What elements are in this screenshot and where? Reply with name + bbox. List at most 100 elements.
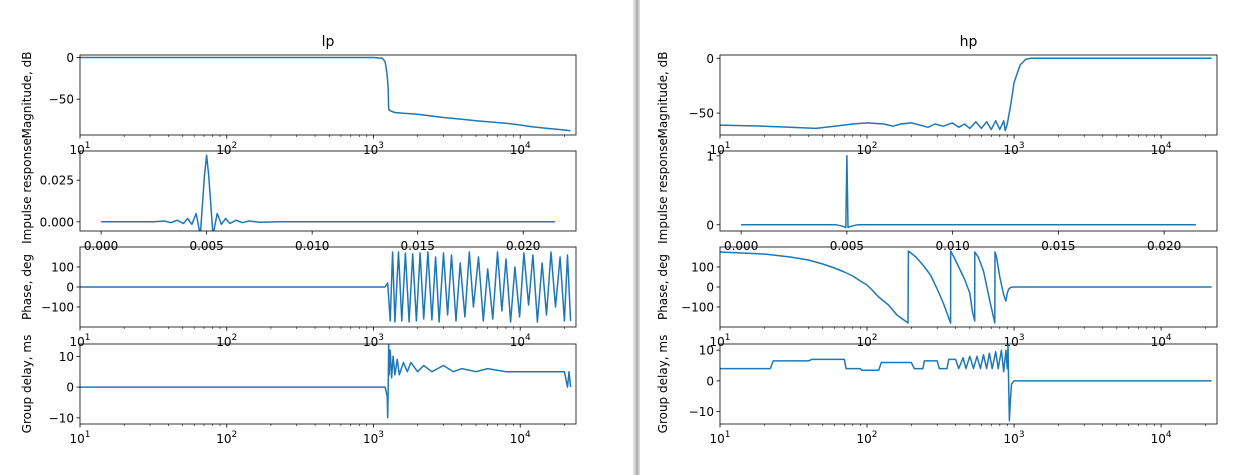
series-line-group-delay-0 (720, 344, 1212, 422)
x-tick-label-exponent: 4 (525, 333, 531, 343)
x-tick-label-impulse: 0.010 (295, 239, 329, 253)
x-tick-label-base: 10 (363, 335, 378, 349)
x-tick-label-base: 10 (216, 335, 231, 349)
x-tick-label-base: 10 (510, 143, 525, 157)
x-tick-label-base: 10 (69, 143, 84, 157)
y-tick-label-impulse: 1 (706, 149, 714, 163)
y-axis-label-impulse: Impulse response (20, 138, 34, 244)
x-tick-label-base: 10 (857, 335, 872, 349)
x-tick-label-phase: 102 (216, 333, 237, 349)
y-axis-label-impulse: Impulse response (656, 138, 670, 244)
x-tick-label-magnitude: 101 (69, 141, 90, 157)
x-tick-label-group-delay: 101 (69, 430, 90, 446)
x-tick-label-base: 10 (216, 432, 231, 446)
axes-frame-group-delay (79, 343, 577, 425)
x-tick-label-exponent: 2 (232, 430, 238, 440)
y-tick-label-phase: 100 (691, 261, 714, 275)
x-tick-label-base: 10 (510, 432, 525, 446)
x-tick-label-impulse: 0.010 (935, 239, 969, 253)
x-tick-label-exponent: 2 (232, 333, 238, 343)
y-tick-label-impulse: 0.025 (40, 174, 74, 188)
x-tick-label-base: 10 (857, 432, 872, 446)
x-tick-label-phase: 101 (69, 333, 90, 349)
x-tick-label-magnitude: 102 (857, 141, 878, 157)
y-tick-label-group-delay: 10 (699, 344, 714, 358)
x-tick-label-group-delay: 104 (510, 430, 531, 446)
window-divider[interactable] (632, 0, 640, 475)
x-tick-label-group-delay: 103 (1004, 430, 1025, 446)
chart-title: hp (960, 34, 978, 50)
x-tick-label-base: 10 (510, 335, 525, 349)
x-tick-label-impulse: 0.020 (506, 239, 540, 253)
x-tick-label-impulse: 0.020 (1147, 239, 1181, 253)
y-tick-label-impulse: 0.000 (40, 215, 74, 229)
y-tick-label-group-delay: 0 (706, 374, 714, 388)
x-tick-label-exponent: 1 (85, 430, 91, 440)
x-tick-label-exponent: 2 (232, 141, 238, 151)
y-tick-label-magnitude: −50 (689, 107, 714, 121)
axes-frame-group-delay (719, 343, 1218, 425)
series-line-magnitude-0 (720, 57, 1212, 132)
y-tick-label-group-delay: −10 (689, 405, 714, 419)
x-tick-label-phase: 101 (709, 333, 730, 349)
x-tick-label-phase: 103 (363, 333, 384, 349)
subplot-impulse: 0 1 0.000 0.005 0.010 0.015 0.020 Impulse respo… (656, 138, 1218, 253)
x-tick-label-exponent: 2 (872, 333, 878, 343)
x-tick-label-exponent: 3 (378, 430, 384, 440)
y-tick-label-magnitude: 0 (706, 52, 714, 66)
y-tick-label-phase: 0 (66, 281, 74, 295)
subplot-impulse: 0.000 0.025 0.000 0.005 0.010 0.015 0.020 Impul… (20, 138, 577, 253)
x-tick-label-exponent: 4 (1166, 430, 1172, 440)
x-tick-label-impulse: 0.015 (401, 239, 435, 253)
y-tick-label-phase: −100 (41, 301, 74, 315)
x-tick-label-exponent: 2 (872, 430, 878, 440)
y-tick-label-phase: 100 (51, 261, 74, 275)
y-tick-label-group-delay: 10 (59, 350, 74, 364)
x-tick-label-phase: 104 (510, 333, 531, 349)
x-tick-label-base: 10 (1004, 143, 1019, 157)
y-tick-label-group-delay: −10 (49, 411, 74, 425)
x-tick-label-group-delay: 102 (857, 430, 878, 446)
x-tick-label-exponent: 2 (872, 141, 878, 151)
x-tick-label-group-delay: 104 (1151, 430, 1172, 446)
x-tick-label-base: 10 (216, 143, 231, 157)
x-tick-label-base: 10 (709, 432, 724, 446)
x-tick-label-base: 10 (1004, 335, 1019, 349)
x-tick-label-phase: 104 (1151, 333, 1172, 349)
x-tick-label-base: 10 (709, 335, 724, 349)
axes-frame-magnitude (719, 54, 1218, 136)
x-tick-label-magnitude: 102 (216, 141, 237, 157)
x-tick-label-base: 10 (857, 143, 872, 157)
y-tick-label-phase: −100 (681, 301, 714, 315)
x-tick-label-exponent: 3 (1019, 141, 1025, 151)
x-tick-label-magnitude: 104 (510, 141, 531, 157)
x-tick-label-exponent: 4 (525, 430, 531, 440)
x-tick-label-impulse: 0.005 (830, 239, 864, 253)
axes-frame-impulse (719, 150, 1218, 232)
y-axis-label-magnitude: Magnitude, dB (20, 51, 34, 138)
series-line-phase-0 (80, 251, 572, 323)
series-line-magnitude-0 (80, 56, 571, 132)
x-tick-label-exponent: 4 (1166, 333, 1172, 343)
axes-frame-impulse (79, 150, 577, 232)
x-tick-label-impulse: 0.000 (84, 239, 118, 253)
y-axis-label-group-delay: Group delay, ms (20, 335, 34, 434)
chart-title: lp (322, 34, 335, 50)
y-tick-label-phase: 0 (706, 281, 714, 295)
x-tick-label-base: 10 (1004, 432, 1019, 446)
x-tick-label-magnitude: 103 (1004, 141, 1025, 157)
series-line-impulse-0 (741, 155, 1196, 229)
x-tick-label-base: 10 (69, 335, 84, 349)
x-tick-label-group-delay: 102 (216, 430, 237, 446)
y-tick-label-magnitude: 0 (66, 51, 74, 65)
x-tick-label-base: 10 (1151, 143, 1166, 157)
x-tick-label-magnitude: 104 (1151, 141, 1172, 157)
x-tick-label-phase: 103 (1004, 333, 1025, 349)
